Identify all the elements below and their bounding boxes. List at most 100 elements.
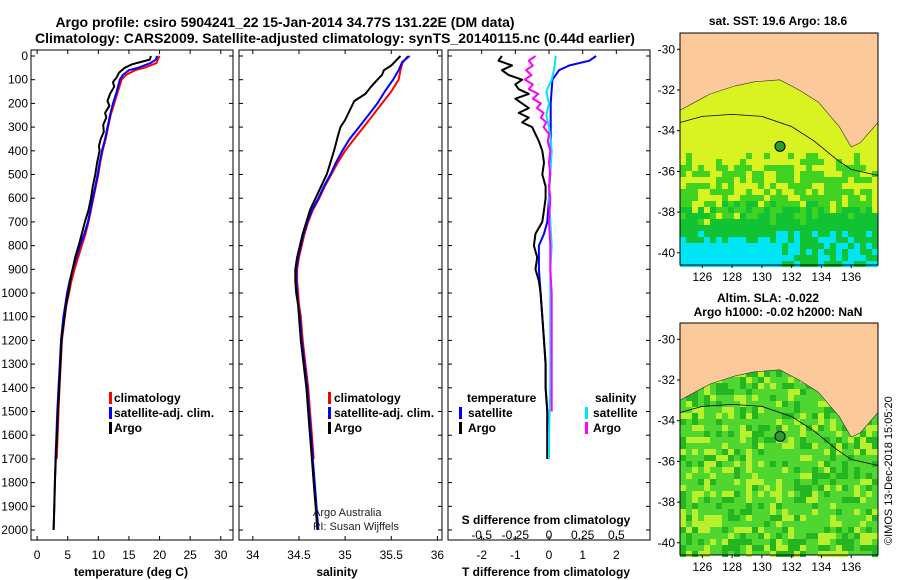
field-cell — [806, 153, 812, 159]
field-cell — [782, 527, 788, 533]
field-cell — [806, 213, 812, 219]
field-cell — [692, 183, 698, 189]
field-cell — [680, 219, 686, 225]
field-cell — [734, 171, 740, 177]
field-cell — [692, 261, 698, 267]
field-cell — [740, 231, 746, 237]
field-cell — [722, 117, 728, 123]
field-cell — [704, 527, 710, 533]
field-cell — [752, 219, 758, 225]
field-cell — [746, 539, 752, 545]
field-cell — [824, 177, 830, 183]
field-cell — [794, 207, 800, 213]
field-cell — [704, 135, 710, 141]
salinity-profile-panel: 34 34.5 35 35.5 36 — [238, 49, 444, 562]
field-cell — [740, 111, 746, 117]
field-cell — [848, 159, 854, 165]
field-cell — [776, 219, 782, 225]
field-cell — [800, 551, 806, 557]
field-cell — [734, 479, 740, 485]
field-cell — [746, 371, 752, 377]
field-cell — [782, 213, 788, 219]
field-cell — [830, 201, 836, 207]
field-cell — [848, 255, 854, 261]
field-cell — [698, 135, 704, 141]
field-cell — [812, 467, 818, 473]
field-cell — [734, 249, 740, 255]
field-cell — [692, 153, 698, 159]
field-cell — [782, 207, 788, 213]
temperature-x-axis-label: temperature (deg C) — [74, 565, 188, 579]
field-cell — [806, 123, 812, 129]
field-cell — [794, 201, 800, 207]
field-cell — [776, 135, 782, 141]
y-tick-label: 900 — [8, 262, 28, 276]
field-cell — [872, 243, 878, 249]
field-cell — [812, 219, 818, 225]
field-cell — [830, 533, 836, 539]
field-cell — [686, 515, 692, 521]
field-cell — [740, 377, 746, 383]
field-cell — [692, 509, 698, 515]
field-cell — [752, 111, 758, 117]
field-cell — [770, 93, 776, 99]
field-cell — [716, 159, 722, 165]
field-cell — [734, 129, 740, 135]
field-cell — [824, 219, 830, 225]
field-cell — [710, 129, 716, 135]
field-cell — [698, 407, 704, 413]
field-cell — [806, 533, 812, 539]
field-cell — [758, 183, 764, 189]
field-cell — [722, 147, 728, 153]
field-cell — [848, 147, 854, 153]
field-cell — [860, 141, 866, 147]
field-cell — [758, 461, 764, 467]
field-cell — [764, 87, 770, 93]
field-cell — [758, 135, 764, 141]
field-cell — [812, 171, 818, 177]
field-cell — [728, 491, 734, 497]
field-cell — [818, 473, 824, 479]
field-cell — [812, 135, 818, 141]
field-cell — [788, 87, 794, 93]
field-cell — [776, 371, 782, 377]
field-cell — [770, 201, 776, 207]
y-tick-label: 700 — [8, 215, 28, 229]
field-cell — [698, 243, 704, 249]
field-cell — [818, 189, 824, 195]
field-cell — [842, 243, 848, 249]
x-tick-label: 5 — [64, 548, 71, 562]
field-cell — [722, 237, 728, 243]
field-cell — [698, 189, 704, 195]
field-cell — [836, 437, 842, 443]
field-cell — [740, 159, 746, 165]
field-cell — [752, 93, 758, 99]
field-cell — [782, 219, 788, 225]
field-cell — [752, 123, 758, 129]
field-cell — [734, 237, 740, 243]
field-cell — [836, 527, 842, 533]
field-cell — [734, 147, 740, 153]
field-cell — [692, 401, 698, 407]
field-cell — [728, 195, 734, 201]
field-cell — [686, 231, 692, 237]
y-tick-label: 1900 — [1, 499, 28, 513]
field-cell — [692, 123, 698, 129]
field-cell — [812, 443, 818, 449]
field-cell — [728, 159, 734, 165]
field-cell — [752, 141, 758, 147]
field-cell — [734, 177, 740, 183]
field-cell — [722, 207, 728, 213]
field-cell — [770, 395, 776, 401]
field-cell — [752, 135, 758, 141]
field-cell — [740, 153, 746, 159]
field-cell — [800, 243, 806, 249]
field-cell — [866, 255, 872, 261]
field-cell — [728, 201, 734, 207]
y-tick-label: 1400 — [1, 381, 28, 395]
field-cell — [812, 159, 818, 165]
argo-float-marker — [774, 430, 786, 442]
field-cell — [824, 473, 830, 479]
field-cell — [752, 183, 758, 189]
field-cell — [764, 485, 770, 491]
